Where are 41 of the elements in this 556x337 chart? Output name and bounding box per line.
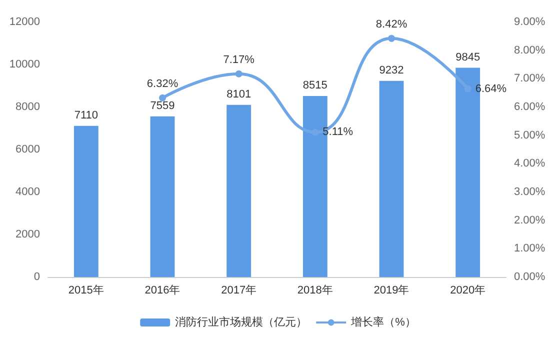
y-tick-label: 6000 <box>16 144 40 156</box>
y-tick-label: 0 <box>34 271 40 283</box>
point <box>235 70 242 78</box>
y2-tick-label: 5.00% <box>514 129 546 142</box>
x-tick-label: 2018年 <box>297 284 333 296</box>
bar <box>226 104 252 277</box>
y2-tick-label: 0.00% <box>514 271 546 283</box>
y2-tick-label: 9.00% <box>514 16 546 28</box>
legend-label: 消防行业市场规模（亿元） <box>175 316 308 328</box>
data-label: 9845 <box>456 51 480 64</box>
data-label: 7.17% <box>223 54 255 66</box>
y-tick-label: 2000 <box>16 228 40 240</box>
y2-tick-label: 6.00% <box>514 101 546 113</box>
x-tick-label: 2017年 <box>221 284 257 296</box>
y2-tick-label: 7.00% <box>514 72 546 85</box>
x-tick-label: 2020年 <box>450 284 486 296</box>
y2-tick-label: 8.00% <box>514 44 546 56</box>
data-label: 8101 <box>226 88 252 100</box>
bar <box>379 80 404 277</box>
y2-tick-label: 2.00% <box>514 214 546 226</box>
data-label: 7559 <box>150 100 175 112</box>
y-tick-label: 4000 <box>16 186 40 198</box>
y-tick-label: 10000 <box>9 58 40 70</box>
y2-tick-label: 1.00% <box>514 242 546 255</box>
data-label: 9232 <box>379 64 404 76</box>
bar <box>74 126 98 277</box>
y-tick-label: 12000 <box>9 16 40 28</box>
point <box>159 94 166 102</box>
y-tick-label: 8000 <box>16 101 40 113</box>
data-label: 6.32% <box>146 78 178 90</box>
legend-label: 增长率（%） <box>350 316 416 328</box>
data-label: 8515 <box>302 80 328 92</box>
x-tick-label: 2019年 <box>374 284 410 296</box>
point <box>388 34 395 42</box>
bar <box>150 116 175 277</box>
y2-tick-label: 4.00% <box>514 158 546 170</box>
x-tick-label: 2016年 <box>144 284 180 296</box>
y2-tick-label: 3.00% <box>514 186 546 198</box>
x-tick-label: 2015年 <box>68 284 104 296</box>
data-label: 7110 <box>74 109 98 122</box>
data-label: 8.42% <box>376 18 408 30</box>
